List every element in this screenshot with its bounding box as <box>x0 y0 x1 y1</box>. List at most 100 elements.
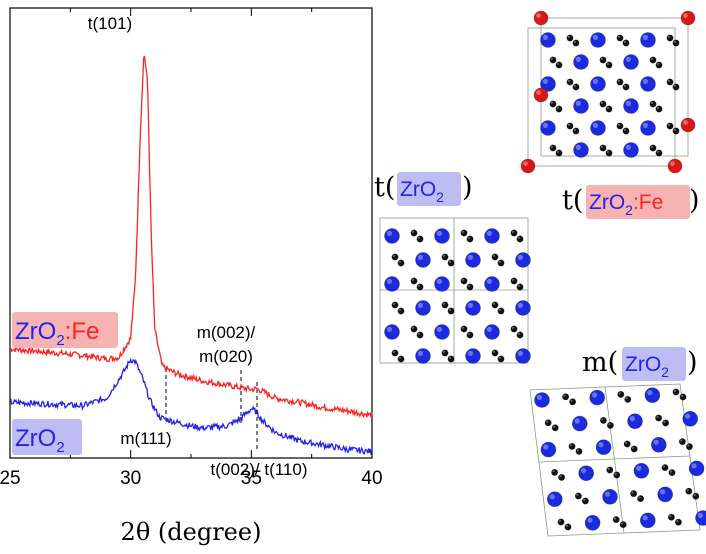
zr-atom <box>639 512 656 529</box>
oxygen-atom-highlight <box>617 35 621 39</box>
zr-atom-highlight <box>660 489 666 495</box>
oxygen-atom <box>391 349 399 357</box>
oxygen-atom <box>612 516 620 524</box>
zr-atom-highlight <box>592 34 599 41</box>
unit-cell-m-outline <box>529 383 701 537</box>
zr-atom-highlight <box>575 144 582 150</box>
oxygen-atom-highlight <box>556 62 560 65</box>
zr-atom <box>602 488 618 505</box>
oxygen-atom-highlight <box>550 145 554 148</box>
oxygen-atom-highlight <box>552 470 555 473</box>
zr-atom-highlight <box>542 122 549 128</box>
oxygen-atom <box>516 235 524 243</box>
zr-atom <box>515 348 531 364</box>
unit-cell-fe-inner <box>527 27 676 167</box>
oxygen-atom-highlight <box>392 254 395 257</box>
oxygen-atom <box>491 349 499 357</box>
oxygen-atom-highlight <box>673 84 677 87</box>
legend-zro2-fe: ZrO2:Fe <box>12 312 118 349</box>
zr-atom <box>515 300 531 316</box>
zr-atom-highlight <box>517 302 524 308</box>
zr-atom-highlight <box>625 144 632 150</box>
zr-atom <box>688 460 705 477</box>
oxygen-atom-highlight <box>498 356 501 359</box>
structure-t-zro2: t( ZrO2 ) <box>374 172 531 364</box>
x-tick-label: 35 <box>241 468 262 489</box>
oxygen-atom-highlight <box>417 236 420 239</box>
zr-atom <box>415 300 431 316</box>
oxygen-atom-highlight <box>569 444 573 447</box>
x-axis-ticks <box>9 8 373 458</box>
oxygen-atom-highlight <box>669 515 672 518</box>
oxygen-atom <box>655 105 663 113</box>
zr-atom <box>650 436 667 453</box>
oxygen-atom <box>574 492 582 500</box>
title-t-zro2: t( ZrO2 ) <box>374 172 473 206</box>
oxygen-atom-highlight <box>559 475 562 478</box>
zr-atom-highlight <box>647 390 653 396</box>
oxygen-atom-highlight <box>398 260 401 263</box>
oxygen-atom <box>562 393 570 401</box>
oxygen-atom <box>416 331 424 339</box>
oxygen-atom <box>649 56 657 64</box>
oxygen-atom <box>557 518 565 526</box>
oxygen-atom-highlight <box>656 62 660 65</box>
oxygen-atom <box>606 466 614 474</box>
zr-atom-highlight <box>417 350 423 356</box>
zr-atom-highlight <box>629 416 636 422</box>
zr-atom <box>434 228 450 244</box>
zr-atom <box>623 54 639 70</box>
unit-cell-fe-outline <box>540 17 689 157</box>
oxygen-atom-highlight <box>511 230 514 233</box>
oxygen-atom-highlight <box>623 84 627 87</box>
oxygen-atom-highlight <box>600 101 604 104</box>
oxygen-atom-highlight <box>667 79 671 82</box>
zr-atom-highlight <box>436 230 442 236</box>
oxygen-atom <box>460 325 468 333</box>
oxygen-atom <box>568 442 576 450</box>
zr-atom-highlight <box>653 439 659 445</box>
zr-atom <box>623 142 639 158</box>
zr-atom <box>584 514 601 531</box>
oxygen-atom <box>685 443 693 451</box>
oxygen-atom <box>581 497 589 505</box>
oxygen-atom <box>441 301 449 309</box>
oxygen-atom <box>616 34 624 42</box>
zr-atom-highlight <box>685 413 691 419</box>
oxygen-atom <box>605 61 613 69</box>
zr-atom-highlight <box>575 100 582 106</box>
oxygen-atom <box>497 307 505 315</box>
oxygen-atom-highlight <box>517 284 521 287</box>
zr-atom-highlight <box>697 512 704 519</box>
oxygen-atom-highlight <box>625 397 628 400</box>
oxygen-atom <box>410 277 418 285</box>
oxygen-atom <box>510 229 518 237</box>
oxygen-atom-highlight <box>576 449 580 452</box>
oxygen-atom-highlight <box>632 446 635 449</box>
oxygen-atom <box>649 144 657 152</box>
oxygen-atom-highlight <box>680 439 683 442</box>
oxygen-atom <box>551 424 559 432</box>
zr-atom-highlight <box>536 394 543 400</box>
oxygen-atom-highlight <box>550 57 554 61</box>
oxygen-atom <box>599 100 607 108</box>
oxygen-atom-highlight <box>631 491 634 494</box>
zr-atom <box>640 120 656 136</box>
oxygen-atom-highlight <box>448 308 451 311</box>
oxygen-atom-highlight <box>448 356 451 359</box>
oxygen-atom <box>605 105 613 113</box>
oxygen-atom-highlight <box>392 350 395 353</box>
oxygen-atom-highlight <box>467 236 470 239</box>
oxygen-atom <box>410 229 418 237</box>
oxygen-atom <box>630 490 638 498</box>
oxygen-atom-highlight <box>650 101 654 104</box>
zr-atom-highlight <box>386 278 392 284</box>
oxygen-atom-highlight <box>498 308 501 311</box>
oxygen-atom <box>466 235 474 243</box>
oxygen-atom <box>662 419 670 427</box>
oxygen-atom-highlight <box>398 308 401 311</box>
zr-atom-highlight <box>625 100 632 106</box>
oxygen-atom <box>655 414 663 422</box>
oxygen-atom-highlight <box>656 150 660 153</box>
